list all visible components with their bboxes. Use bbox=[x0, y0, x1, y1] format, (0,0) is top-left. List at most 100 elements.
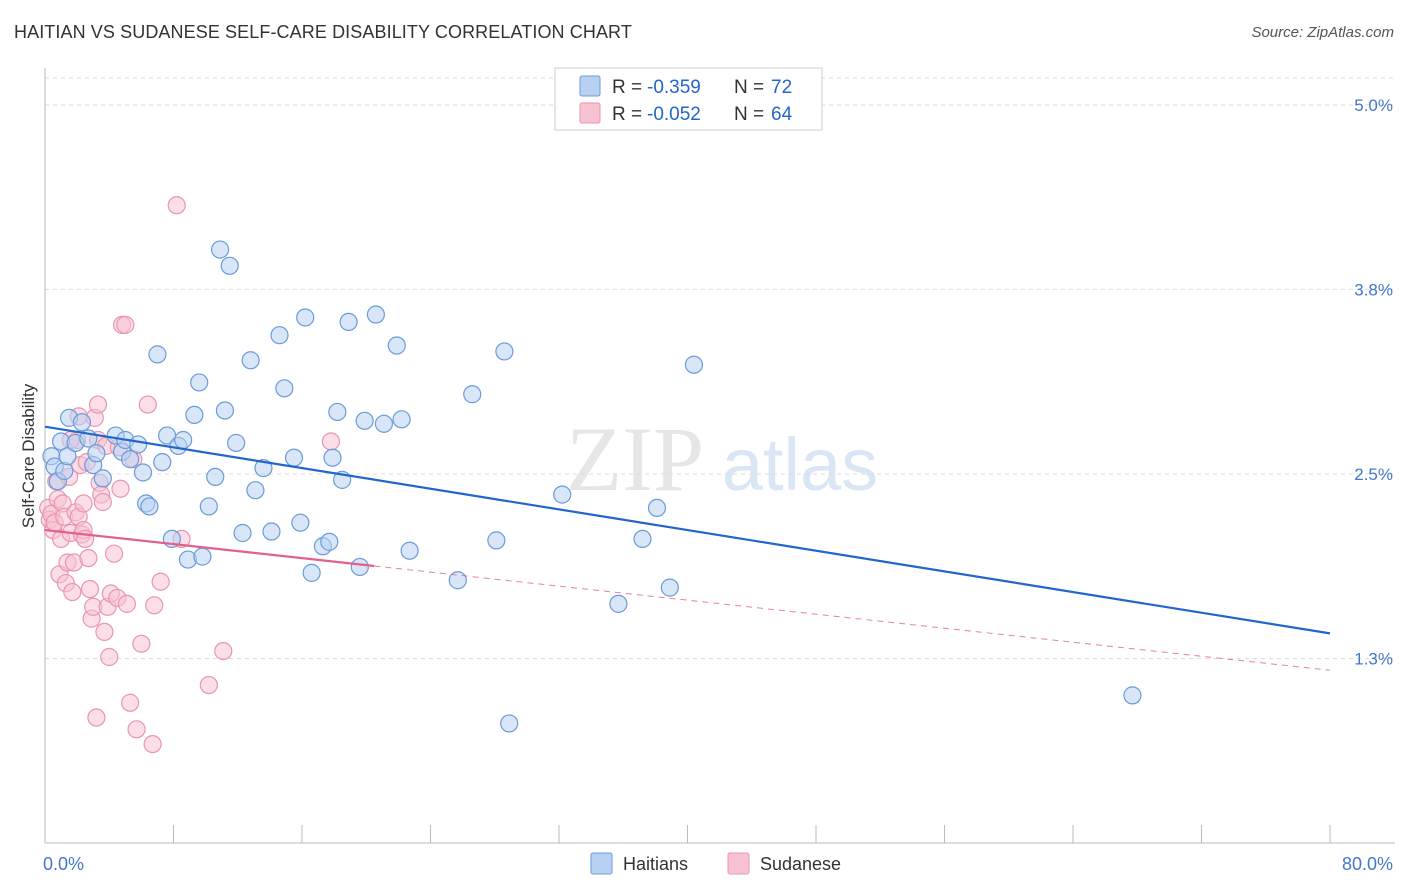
haitians-point-68 bbox=[633, 529, 652, 549]
haitians-point-70 bbox=[660, 578, 679, 597]
haitians-point-59 bbox=[392, 410, 411, 429]
haitians-point-22 bbox=[153, 453, 172, 472]
haitians-point-38 bbox=[241, 351, 260, 370]
haitians-point-34 bbox=[215, 401, 234, 420]
axes bbox=[44, 68, 1395, 844]
haitians-point-28 bbox=[185, 405, 204, 425]
haitians-point-56 bbox=[366, 305, 385, 324]
haitians-point-33 bbox=[210, 240, 230, 259]
sudanese-point-35 bbox=[95, 622, 114, 642]
sudanese-point-30 bbox=[87, 708, 106, 727]
legend-stats: R = -0.359 N = 72 R = -0.052 N = 64 bbox=[554, 67, 823, 131]
watermark-zip: ZIP bbox=[566, 408, 704, 510]
sudanese-point-40 bbox=[104, 544, 124, 563]
sudanese-trend-extension bbox=[374, 565, 1331, 671]
haitians-point-63 bbox=[487, 531, 506, 550]
sudanese-point-62 bbox=[74, 494, 93, 513]
haitians-point-20 bbox=[140, 497, 159, 516]
sudanese-trend-line bbox=[44, 528, 375, 568]
sudanese-point-47 bbox=[121, 693, 140, 712]
haitians-point-35 bbox=[220, 256, 239, 275]
sudanese-point-59 bbox=[321, 432, 341, 451]
haitians-point-60 bbox=[400, 541, 419, 560]
x-tick-label-0: 0.0% bbox=[43, 854, 84, 874]
haitians-point-42 bbox=[270, 326, 289, 345]
y-tick-label-1: 2.5% bbox=[1354, 465, 1393, 484]
haitians-point-65 bbox=[500, 714, 519, 733]
haitians-point-46 bbox=[296, 308, 315, 327]
haitians-point-43 bbox=[275, 379, 294, 398]
sudanese-point-58 bbox=[214, 641, 233, 661]
haitians-point-16 bbox=[121, 450, 140, 469]
haitians-point-49 bbox=[320, 532, 339, 551]
haitians-point-17 bbox=[129, 435, 148, 454]
haitians-point-45 bbox=[291, 513, 310, 532]
trend-lines bbox=[44, 425, 1331, 671]
sudanese-point-26 bbox=[80, 579, 100, 599]
haitians-point-71 bbox=[684, 355, 704, 374]
haitians-point-21 bbox=[148, 345, 167, 364]
haitians-point-39 bbox=[246, 481, 265, 500]
haitians-point-36 bbox=[227, 433, 246, 453]
y-axis-label: Self-Care Disability bbox=[19, 383, 38, 528]
legend-r-label-sudanese: R = bbox=[612, 104, 642, 125]
legend-r-value-sudanese: -0.052 bbox=[647, 104, 701, 125]
haitians-point-31 bbox=[199, 497, 218, 516]
haitians-trend-line bbox=[44, 425, 1331, 635]
sudanese-points bbox=[39, 196, 341, 754]
haitians-point-66 bbox=[553, 485, 572, 504]
x-tick-labels: 0.0% 80.0% bbox=[43, 854, 1393, 874]
sudanese-point-49 bbox=[127, 720, 146, 739]
legend-n-label-sudanese: N = bbox=[734, 104, 764, 125]
haitians-point-64 bbox=[495, 342, 514, 361]
legend-series: Haitians Sudanese bbox=[590, 852, 841, 875]
y-tick-label-2: 3.8% bbox=[1354, 280, 1393, 299]
haitians-point-12 bbox=[93, 469, 112, 488]
haitians-point-55 bbox=[355, 411, 374, 430]
sudanese-point-51 bbox=[138, 395, 157, 414]
watermark: ZIP atlas bbox=[566, 408, 878, 510]
sudanese-point-63 bbox=[88, 395, 108, 414]
sudanese-point-52 bbox=[143, 734, 162, 754]
haitians-point-50 bbox=[323, 448, 342, 467]
haitians-point-29 bbox=[190, 373, 209, 392]
haitians-point-58 bbox=[387, 336, 406, 355]
haitians-point-5 bbox=[58, 447, 77, 466]
haitians-point-57 bbox=[374, 414, 394, 433]
haitians-point-54 bbox=[350, 557, 369, 577]
sudanese-point-55 bbox=[167, 196, 186, 215]
sudanese-point-57 bbox=[199, 675, 218, 695]
haitians-point-47 bbox=[302, 563, 321, 582]
haitians-point-44 bbox=[284, 448, 304, 467]
source-label: Source: ZipAtlas.com bbox=[1251, 24, 1394, 41]
x-tick-label-1: 80.0% bbox=[1342, 854, 1393, 874]
sudanese-point-54 bbox=[151, 572, 170, 591]
legend-swatch-haitians bbox=[579, 75, 601, 97]
haitians-point-18 bbox=[133, 463, 153, 482]
legend-r-value-haitians: -0.359 bbox=[647, 77, 701, 98]
sudanese-point-43 bbox=[111, 479, 130, 498]
haitians-point-62 bbox=[463, 385, 482, 404]
legend-n-value-haitians: 72 bbox=[771, 77, 792, 98]
watermark-atlas: atlas bbox=[722, 423, 878, 506]
legend-swatch-sudanese bbox=[579, 102, 601, 124]
haitians-point-8 bbox=[72, 413, 92, 432]
haitians-point-30 bbox=[193, 547, 212, 566]
haitians-point-40 bbox=[254, 458, 273, 478]
legend-bottom-label-haitians: Haitians bbox=[623, 854, 688, 874]
sudanese-point-15 bbox=[63, 582, 82, 602]
haitians-point-67 bbox=[609, 594, 628, 613]
chart-title: HAITIAN VS SUDANESE SELF-CARE DISABILITY… bbox=[14, 22, 632, 42]
haitians-point-51 bbox=[328, 402, 347, 422]
haitians-point-32 bbox=[206, 467, 225, 487]
legend-n-label-haitians: N = bbox=[734, 77, 764, 98]
legend-bottom-label-sudanese: Sudanese bbox=[760, 854, 841, 874]
sudanese-point-45 bbox=[116, 315, 135, 334]
sudanese-point-50 bbox=[132, 634, 151, 653]
sudanese-point-53 bbox=[145, 596, 164, 615]
y-tick-label-0: 1.3% bbox=[1354, 649, 1393, 668]
legend-n-value-sudanese: 64 bbox=[771, 104, 793, 125]
legend-r-label-haitians: R = bbox=[612, 77, 642, 98]
haitians-point-4 bbox=[55, 461, 74, 481]
